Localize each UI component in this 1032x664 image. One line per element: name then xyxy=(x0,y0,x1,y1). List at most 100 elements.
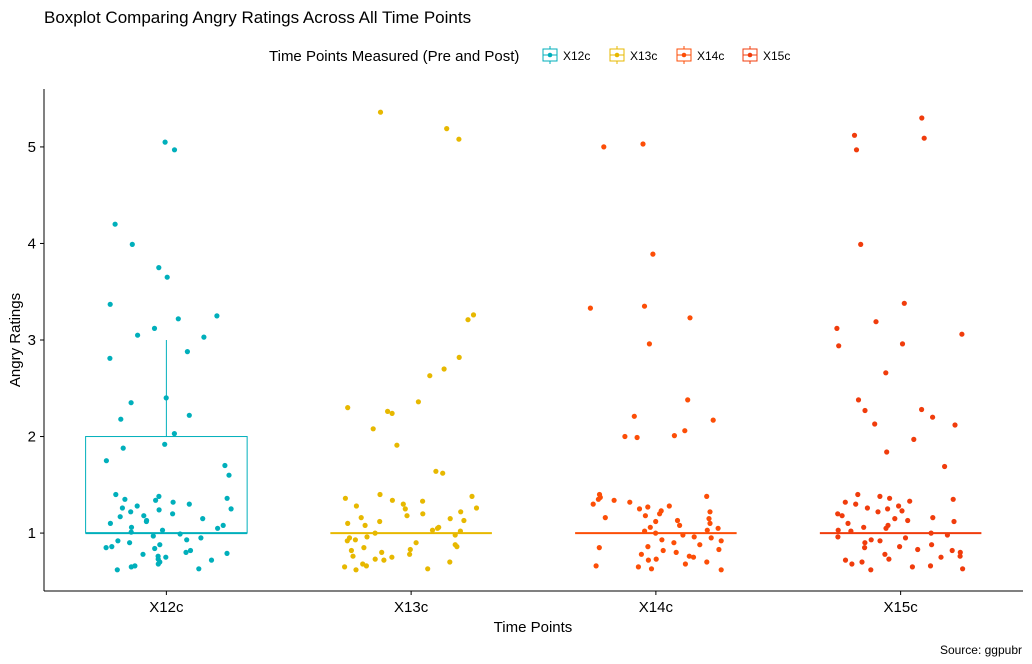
y-tick-label: 5 xyxy=(28,139,36,156)
legend-label: X14c xyxy=(697,49,724,63)
data-point xyxy=(657,511,663,517)
data-point xyxy=(352,537,358,543)
data-point xyxy=(635,564,642,570)
data-point xyxy=(119,505,125,511)
caption: Source: ggpubr xyxy=(940,643,1022,657)
data-point xyxy=(896,503,902,509)
data-point xyxy=(198,535,204,541)
data-point xyxy=(153,497,159,503)
data-point xyxy=(685,397,691,403)
legend-item-X13c: X13c xyxy=(609,46,657,64)
data-point xyxy=(361,545,367,551)
data-point xyxy=(710,417,716,423)
data-point xyxy=(407,551,413,557)
data-point xyxy=(864,505,871,511)
data-point xyxy=(959,331,965,337)
data-point xyxy=(107,301,113,307)
box-iqr xyxy=(85,436,248,534)
data-point xyxy=(447,516,453,522)
data-point xyxy=(107,355,113,361)
data-point xyxy=(641,303,648,309)
data-point xyxy=(653,556,659,562)
data-point xyxy=(686,553,692,559)
data-point xyxy=(156,493,162,499)
data-point xyxy=(345,405,351,411)
x-tick-label: X12c xyxy=(149,599,184,616)
data-point xyxy=(905,517,911,524)
data-point xyxy=(883,525,889,531)
data-point xyxy=(855,397,862,403)
data-point xyxy=(631,413,637,419)
data-point xyxy=(660,547,666,554)
data-point xyxy=(911,436,917,442)
data-point xyxy=(680,532,686,538)
data-point xyxy=(394,442,400,448)
data-point xyxy=(140,551,146,557)
data-point xyxy=(224,550,230,557)
data-point xyxy=(156,265,162,271)
data-point xyxy=(687,315,693,321)
y-tick-label: 4 xyxy=(28,235,36,252)
data-point xyxy=(196,566,202,572)
legend-item-X14c: X14c xyxy=(676,46,724,64)
data-point xyxy=(122,496,128,502)
legend-title: Time Points Measured (Pre and Post) xyxy=(269,48,519,65)
data-point xyxy=(682,561,689,567)
data-point xyxy=(704,527,710,533)
data-point xyxy=(171,147,178,153)
data-point xyxy=(456,136,462,142)
data-point xyxy=(420,511,426,517)
data-point xyxy=(440,470,446,476)
data-point xyxy=(372,530,378,536)
data-point xyxy=(389,554,395,560)
data-point xyxy=(872,421,878,427)
data-point xyxy=(103,458,109,464)
data-point xyxy=(886,556,892,562)
x-tick-label: X13c xyxy=(394,599,429,616)
data-point xyxy=(128,400,134,406)
data-point xyxy=(128,564,134,570)
data-point xyxy=(885,506,891,512)
data-point xyxy=(447,559,453,565)
data-point xyxy=(877,493,883,499)
data-point xyxy=(897,544,903,550)
data-point xyxy=(659,537,665,543)
legend-key-point xyxy=(747,52,753,58)
data-point xyxy=(596,545,602,551)
data-point xyxy=(653,530,659,536)
data-point xyxy=(851,132,858,138)
data-point xyxy=(470,312,477,318)
points-X12c xyxy=(103,139,234,573)
data-point xyxy=(377,518,383,525)
data-point xyxy=(853,147,860,153)
data-point xyxy=(473,505,480,511)
data-point xyxy=(907,498,913,504)
data-point xyxy=(342,564,348,570)
data-point xyxy=(128,524,135,530)
points-X14c xyxy=(587,141,724,573)
data-point xyxy=(135,332,141,338)
data-point xyxy=(921,135,927,141)
data-point xyxy=(839,513,845,519)
data-point xyxy=(873,319,879,325)
legend-item-X15c: X15c xyxy=(742,46,790,64)
data-point xyxy=(348,547,354,554)
jitter-points xyxy=(103,109,966,573)
data-point xyxy=(855,491,861,498)
data-point xyxy=(353,503,359,509)
data-point xyxy=(957,549,963,556)
x-axis-title: Time Points xyxy=(494,619,573,636)
data-point xyxy=(942,463,948,470)
data-point xyxy=(627,499,633,505)
data-point xyxy=(186,412,192,418)
data-point xyxy=(882,551,888,557)
data-point xyxy=(682,428,688,434)
data-point xyxy=(407,546,413,553)
data-point xyxy=(389,410,395,416)
data-point xyxy=(930,515,936,521)
data-point xyxy=(622,433,628,440)
data-point xyxy=(842,499,848,505)
data-point xyxy=(862,545,868,551)
data-point xyxy=(919,115,925,121)
x-tick-label: X15c xyxy=(884,599,919,616)
